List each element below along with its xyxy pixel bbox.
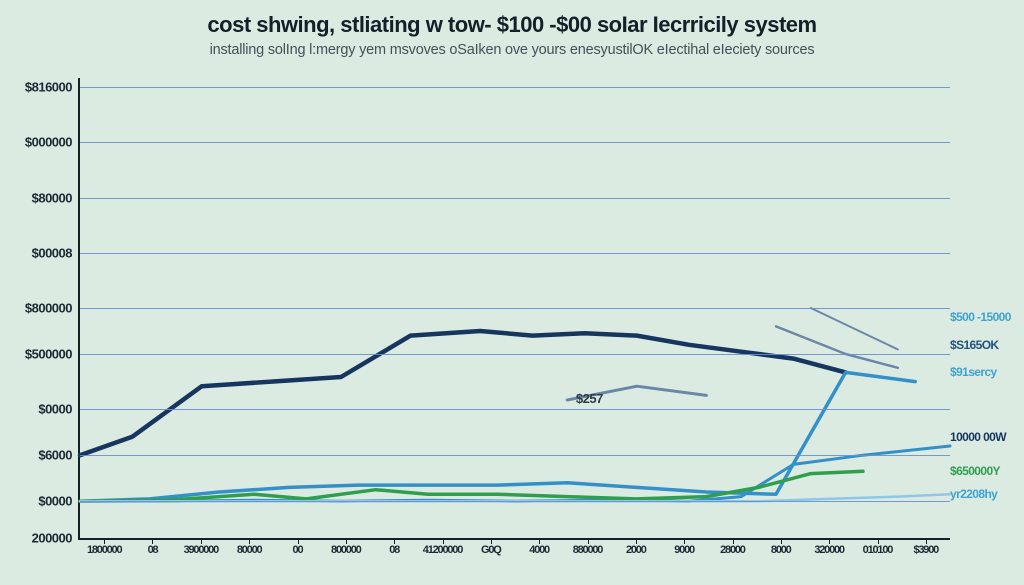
y-axis-label: $6000 [38,448,80,463]
x-tick-mark [926,538,927,544]
x-tick-mark [201,538,202,544]
series-dark [80,331,846,455]
y-axis-label: $500000 [25,347,80,362]
legend-label: 10000 00W [950,430,1006,444]
gridline [80,87,950,88]
callout-seg-3 [811,308,898,349]
y-axis-label: $800000 [25,301,80,316]
gridline [80,354,950,355]
x-tick-mark [878,538,879,544]
x-tick-mark [443,538,444,544]
chart-title: cost shwing, stliating w tow- $100 -$00 … [0,12,1024,38]
x-tick-mark [491,538,492,544]
legend-label: $650000Y [950,464,1000,478]
x-tick-mark [781,538,782,544]
chart-subtitle: installing solIng l:mergy yem msvoves oS… [0,42,1024,58]
x-tick-mark [346,538,347,544]
legend-label: yr2208hy [950,487,997,501]
gridline [80,308,950,309]
x-tick-mark [104,538,105,544]
gridline [80,198,950,199]
legend-label: $S165OK [950,338,999,352]
gridline [80,501,950,502]
x-tick-mark [298,538,299,544]
x-tick-mark [684,538,685,544]
y-axis-label: $80000 [32,190,80,205]
y-axis-label: 200000 [32,531,80,546]
x-tick-mark [733,538,734,544]
x-axis-ticks: 180000008390000080000008000000841200000G… [80,538,950,556]
y-axis-label: $816000 [25,80,80,95]
y-axis-label: $000000 [25,135,80,150]
y-axis-label: $0000 [38,494,80,509]
gridline [80,253,950,254]
x-tick-mark [588,538,589,544]
x-tick-mark [249,538,250,544]
x-tick-mark [636,538,637,544]
callout-label: $257 [576,391,603,406]
legend-label: $500 -15000 [950,310,1011,324]
chart-root: cost shwing, stliating w tow- $100 -$00 … [0,0,1024,585]
x-tick-mark [539,538,540,544]
callout-seg-2 [776,326,898,367]
plot-area: 180000008390000080000008000000841200000G… [78,78,950,540]
title-block: cost shwing, stliating w tow- $100 -$00 … [0,12,1024,58]
x-tick-mark [829,538,830,544]
gridline [80,409,950,410]
gridline [80,455,950,456]
legend-label: $91sercy [950,365,997,379]
x-tick-mark [152,538,153,544]
gridline [80,142,950,143]
series-mid [80,372,915,501]
y-axis-label: $00008 [32,245,80,260]
y-axis-label: $0000 [38,402,80,417]
x-tick-mark [394,538,395,544]
